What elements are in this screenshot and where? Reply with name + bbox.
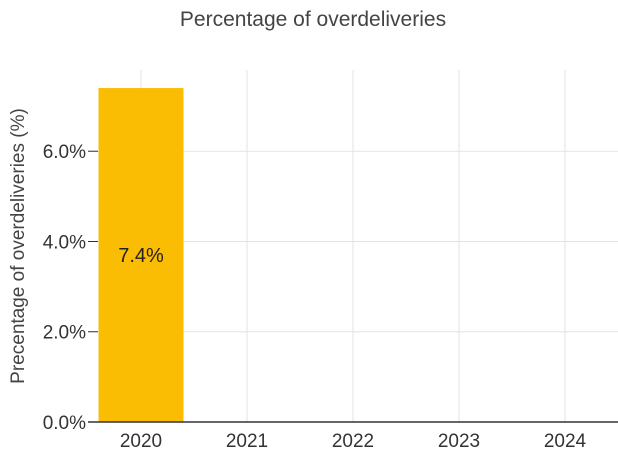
bars: 7.4% <box>98 88 184 423</box>
x-tick-label: 2024 <box>544 431 587 452</box>
y-tick-labels: 0.0% 2.0% 4.0% 6.0% <box>43 142 86 434</box>
y-tick-label: 6.0% <box>43 142 86 163</box>
bar-2020 <box>98 88 184 423</box>
x-tick-label: 2020 <box>120 431 162 452</box>
y-tick-label: 2.0% <box>43 323 86 344</box>
data-label-2020: 7.4% <box>118 245 164 267</box>
y-tick-label: 0.0% <box>43 413 86 434</box>
x-tick-label: 2021 <box>226 431 268 452</box>
chart-title: Percentage of overdeliveries <box>180 8 446 31</box>
x-tick-labels: 2020 2021 2022 2023 2024 <box>120 431 587 452</box>
y-axis-label: Precentage of overdeliveries (%) <box>8 108 29 384</box>
x-tick-label: 2023 <box>438 431 480 452</box>
x-tick-label: 2022 <box>332 431 374 452</box>
vertical-gridlines <box>140 70 566 422</box>
y-tick-label: 4.0% <box>43 232 86 253</box>
